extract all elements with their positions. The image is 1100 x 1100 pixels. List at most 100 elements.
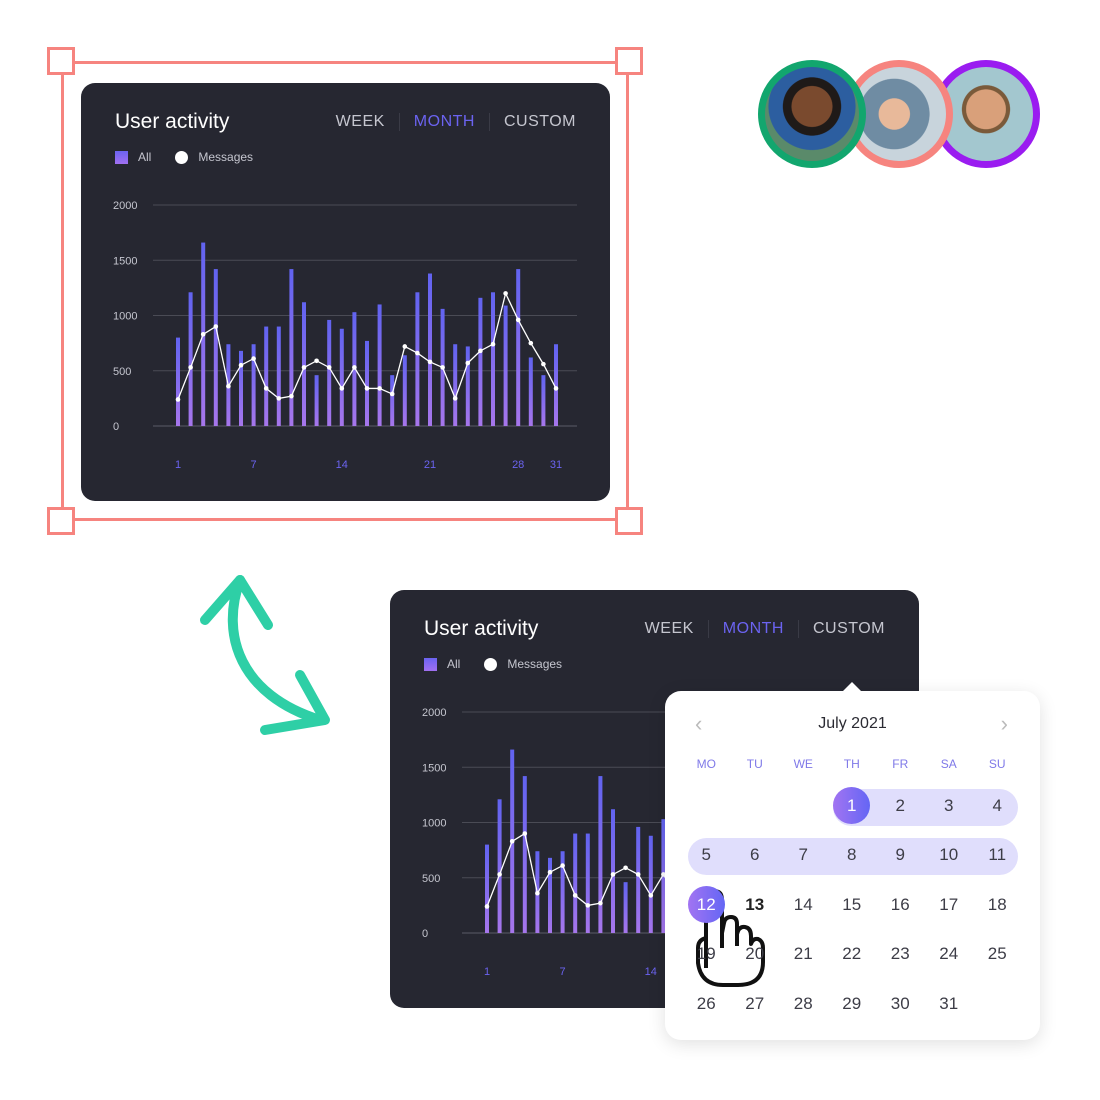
tab-custom[interactable]: CUSTOM bbox=[797, 620, 885, 638]
point-messages bbox=[226, 383, 231, 389]
bar-all bbox=[623, 882, 628, 933]
day-number: 2 bbox=[895, 795, 905, 815]
bar-all bbox=[365, 340, 369, 426]
day-number: 29 bbox=[842, 993, 862, 1013]
selection-frame[interactable] bbox=[61, 61, 629, 521]
legend-label-all[interactable]: All bbox=[138, 150, 152, 164]
date-picker: ‹ July 2021 › MO TU WE TH FR SA SU 1 2 3 4 5 6 7 8 9 10 1… bbox=[665, 682, 1040, 1040]
y-tick-label: 0 bbox=[422, 928, 428, 940]
point-messages bbox=[251, 356, 256, 361]
calendar-day[interactable]: 14 bbox=[779, 880, 828, 930]
weekday-header: TU bbox=[746, 757, 763, 771]
point-messages bbox=[509, 838, 515, 844]
day-number: 9 bbox=[895, 845, 905, 865]
calendar-day[interactable]: 31 bbox=[925, 979, 974, 1029]
point-messages bbox=[465, 360, 471, 366]
x-tick-label: 14 bbox=[645, 966, 657, 978]
point-messages bbox=[490, 341, 496, 347]
calendar-day[interactable]: 23 bbox=[876, 930, 925, 980]
calendar-day[interactable]: 11 bbox=[973, 831, 1022, 881]
calendar-day[interactable]: 2 bbox=[876, 781, 925, 831]
tab-custom[interactable]: CUSTOM bbox=[488, 113, 576, 131]
point-messages bbox=[440, 365, 445, 370]
tab-month[interactable]: MONTH bbox=[707, 620, 798, 638]
calendar-day[interactable]: 17 bbox=[925, 880, 974, 930]
y-tick-label: 500 bbox=[422, 873, 440, 885]
calendar-day[interactable]: 20 bbox=[731, 930, 780, 980]
calendar-day[interactable]: 26 bbox=[682, 979, 731, 1029]
day-number: 7 bbox=[798, 845, 808, 865]
tab-month[interactable]: MONTH bbox=[398, 113, 489, 131]
resize-handle-bottom-left[interactable] bbox=[47, 507, 75, 535]
point-messages bbox=[301, 365, 307, 370]
bar-all bbox=[503, 305, 508, 426]
chevron-right-icon[interactable]: › bbox=[1000, 711, 1008, 736]
calendar-day[interactable]: 28 bbox=[779, 979, 828, 1029]
chevron-left-icon[interactable]: ‹ bbox=[695, 711, 703, 736]
point-messages bbox=[585, 903, 591, 908]
x-tick-label: 14 bbox=[336, 459, 348, 471]
calendar-day[interactable]: 24 bbox=[925, 930, 974, 980]
tab-week[interactable]: WEEK bbox=[335, 113, 385, 130]
bar-all bbox=[541, 375, 546, 426]
calendar-day[interactable]: 16 bbox=[876, 880, 925, 930]
tab-week[interactable]: WEEK bbox=[644, 620, 694, 637]
calendar-day[interactable]: 25 bbox=[973, 930, 1022, 980]
bar-all bbox=[585, 833, 590, 933]
bar-all bbox=[390, 375, 395, 426]
bar-all bbox=[548, 857, 552, 933]
calendar-day[interactable]: 10 bbox=[925, 831, 974, 881]
calendar-day[interactable]: 3 bbox=[925, 781, 974, 831]
resize-handle-top-left[interactable] bbox=[47, 47, 75, 75]
calendar-day[interactable]: 30 bbox=[876, 979, 925, 1029]
resize-handle-top-right[interactable] bbox=[615, 47, 643, 75]
day-number: 16 bbox=[890, 894, 910, 914]
calendar-day[interactable]: 22 bbox=[828, 930, 877, 980]
point-messages bbox=[238, 362, 244, 368]
point-messages bbox=[175, 397, 181, 402]
calendar-day[interactable]: 4 bbox=[973, 781, 1022, 831]
legend-label-messages[interactable]: Messages bbox=[507, 657, 563, 671]
calendar-empty-cell bbox=[973, 979, 1022, 1029]
resize-handle-bottom-right[interactable] bbox=[615, 507, 643, 535]
legend-label-messages[interactable]: Messages bbox=[198, 150, 254, 164]
calendar-day[interactable]: 8 bbox=[828, 831, 877, 881]
calendar-day[interactable]: 15 bbox=[828, 880, 877, 930]
bar-all bbox=[251, 344, 256, 426]
calendar-day[interactable]: 1 bbox=[828, 781, 877, 831]
calendar-day[interactable]: 18 bbox=[973, 880, 1022, 930]
day-number: 24 bbox=[939, 944, 959, 964]
calendar-day[interactable]: 27 bbox=[731, 979, 780, 1029]
widget-title: User activity bbox=[115, 110, 230, 133]
legend-label-all[interactable]: All bbox=[447, 657, 461, 671]
bar-all bbox=[560, 851, 565, 933]
range-highlight bbox=[688, 838, 1018, 875]
calendar-day[interactable]: 6 bbox=[731, 831, 780, 881]
calendar-day[interactable]: 7 bbox=[779, 831, 828, 881]
bar-all bbox=[428, 273, 432, 426]
calendar-day[interactable]: 9 bbox=[876, 831, 925, 881]
calendar-day[interactable]: 21 bbox=[779, 930, 828, 980]
point-messages bbox=[635, 872, 641, 877]
point-messages bbox=[522, 831, 528, 836]
widget-title: User activity bbox=[424, 617, 539, 640]
avatar-1[interactable] bbox=[758, 60, 866, 168]
y-tick-label: 1500 bbox=[422, 762, 446, 774]
calendar-day[interactable]: 19 bbox=[682, 930, 731, 980]
bar-all bbox=[636, 826, 641, 933]
y-tick-label: 1000 bbox=[422, 818, 446, 830]
calendar-day[interactable]: 5 bbox=[682, 831, 731, 881]
period-tabs: WEEK MONTH CUSTOM bbox=[631, 620, 885, 638]
point-messages bbox=[452, 396, 458, 401]
calendar-day[interactable]: 13 bbox=[731, 880, 780, 930]
bar-all bbox=[327, 319, 332, 426]
calendar-day[interactable]: 12 bbox=[682, 880, 731, 930]
calendar-empty-cell bbox=[731, 781, 780, 831]
bar-all bbox=[289, 269, 294, 426]
point-messages bbox=[352, 365, 357, 370]
calendar-day[interactable]: 29 bbox=[828, 979, 877, 1029]
day-number: 19 bbox=[696, 944, 716, 964]
point-messages bbox=[427, 359, 433, 365]
y-tick-label: 2000 bbox=[113, 200, 137, 212]
bar-all bbox=[573, 833, 578, 933]
